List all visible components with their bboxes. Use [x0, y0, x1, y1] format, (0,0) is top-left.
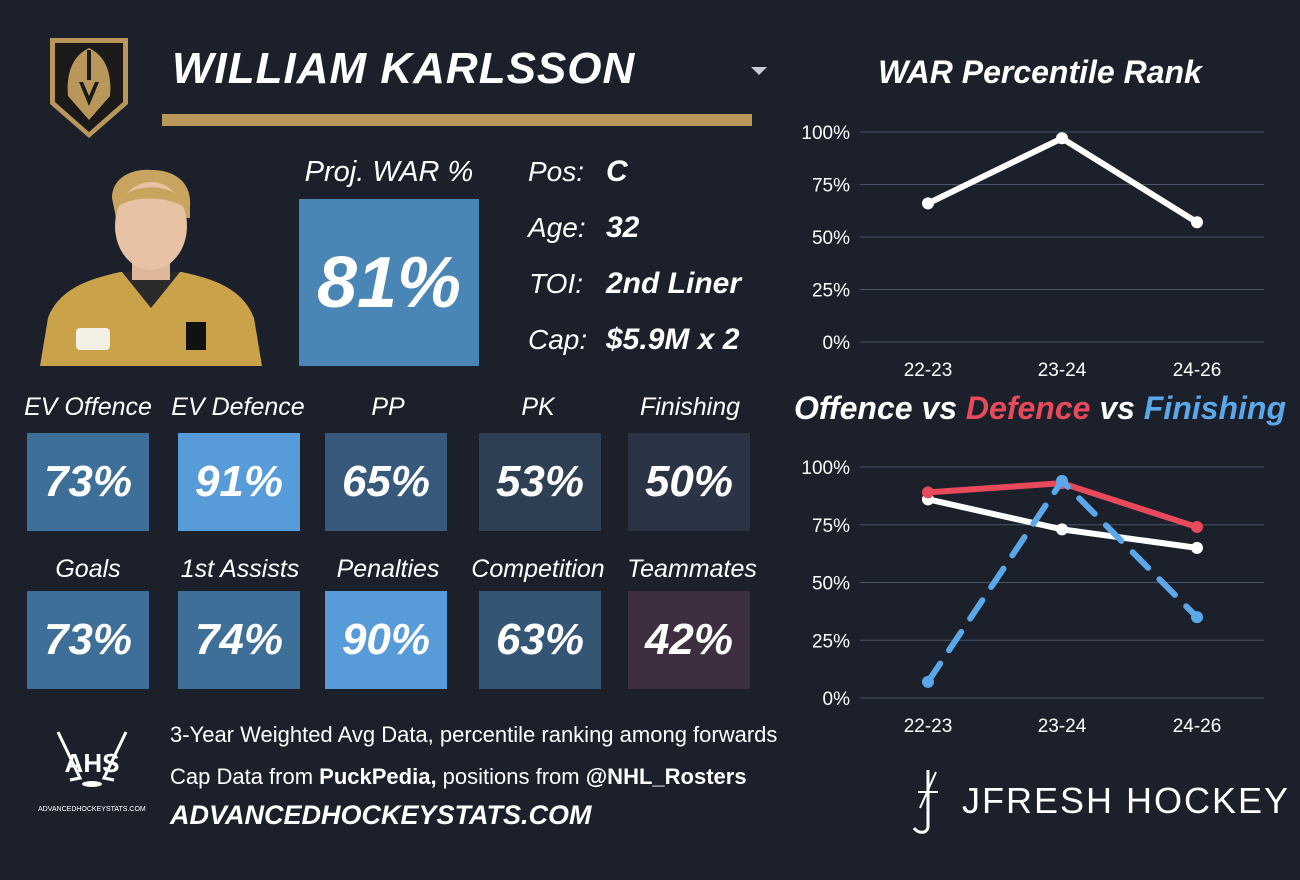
- chart2-defence-point: [1191, 521, 1203, 534]
- chart2-xtick-label: 24-26: [1173, 716, 1222, 737]
- chart2-ytick-label: 25%: [812, 631, 850, 652]
- toi-value: 2nd Liner: [606, 267, 742, 300]
- chart1-series-point: [922, 197, 934, 210]
- stat-box-penalties: 90%: [325, 591, 447, 689]
- chart2-ytick-label: 50%: [812, 574, 850, 595]
- stat-label-finishing: Finishing: [639, 393, 741, 421]
- chart1-ytick-label: 50%: [812, 228, 850, 249]
- ahs-logo-subtext: ADVANCEDHOCKEYSTATS.COM: [38, 806, 146, 813]
- stat-box-finishing: 50%: [628, 433, 750, 531]
- website-link[interactable]: ADVANCEDHOCKEYSTATS.COM: [170, 800, 592, 830]
- stat-box-teammates: 42%: [628, 591, 750, 689]
- chart2-finishing-point: [1191, 611, 1203, 624]
- stat-box-ev-offence: 73%: [27, 433, 149, 531]
- stat-label-goals: Goals: [55, 555, 121, 583]
- hockey-sticks-icon: AHS: [56, 731, 128, 787]
- stat-box-ev-defence: 91%: [178, 433, 300, 531]
- stat-box-pp: 65%: [325, 433, 447, 531]
- chart2-title-offence: Offence: [793, 390, 913, 426]
- stat-label-teammates: Teammates: [627, 555, 757, 583]
- player-photo: [40, 169, 262, 366]
- jfresh-logo-icon: [912, 770, 938, 834]
- chart2-title: Offence vs Defence vs Finishing: [780, 390, 1300, 427]
- brand-name: JFRESH HOCKEY: [962, 780, 1291, 821]
- war-percentile-chart: 0% 25% 50% 75% 100% 22-23 23-24 24-26: [801, 123, 1264, 381]
- chart2-xtick-label: 22-23: [904, 716, 953, 737]
- age-value: 32: [606, 211, 640, 244]
- chart2-title-vs1: vs: [912, 390, 966, 426]
- golden-knights-helmet-icon: [50, 38, 128, 138]
- stat-box-pk: 53%: [479, 433, 601, 531]
- position-value: C: [606, 155, 628, 188]
- ahs-logo-text: AHS: [65, 748, 120, 778]
- chart1-xtick-label: 23-24: [1038, 360, 1087, 381]
- position-label: Pos:: [528, 156, 585, 187]
- chart2-title-finishing: Finishing: [1143, 390, 1286, 426]
- chart1-ytick-label: 0%: [823, 333, 851, 354]
- chart1-series-line: [925, 135, 1200, 226]
- chart1-xtick-label: 24-26: [1173, 360, 1222, 381]
- chart2-offence-point: [1056, 523, 1068, 536]
- player-name: WILLIAM KARLSSON: [172, 44, 636, 93]
- chart2-finishing-point: [922, 675, 934, 688]
- chart2-title-vs2: vs: [1090, 390, 1144, 426]
- source-note: Cap Data from PuckPedia, positions from …: [170, 764, 747, 789]
- stat-label-competition: Competition: [471, 555, 605, 583]
- stat-label-ev-offence: EV Offence: [24, 393, 152, 421]
- proj-war-label: Proj. WAR %: [304, 156, 474, 188]
- chart1-ytick-label: 100%: [801, 123, 850, 144]
- chart1-xtick-label: 22-23: [904, 360, 953, 381]
- stat-box-competition: 63%: [479, 591, 601, 689]
- chart2-ytick-label: 100%: [801, 458, 850, 479]
- stat-label-pp: PP: [371, 393, 405, 421]
- chart2-xtick-label: 23-24: [1038, 716, 1087, 737]
- cap-label: Cap:: [528, 324, 588, 355]
- data-note: 3-Year Weighted Avg Data, percentile ran…: [170, 722, 778, 747]
- cap-value: $5.9M x 2: [606, 323, 740, 356]
- chart2-offence-point: [1191, 541, 1203, 554]
- stat-label-1st-assists: 1st Assists: [180, 555, 300, 583]
- stat-label-pk: PK: [521, 393, 555, 421]
- chart2-defence-point: [922, 486, 934, 499]
- age-label: Age:: [528, 212, 586, 243]
- caret-down-icon[interactable]: [750, 66, 768, 76]
- offence-defence-finishing-chart: 0% 25% 50% 75% 100% 22-23 23-24 24-26: [801, 458, 1264, 737]
- chart2-title-defence: Defence: [965, 390, 1091, 426]
- stat-box-1st-assists: 74%: [178, 591, 300, 689]
- stat-label-penalties: Penalties: [336, 555, 440, 583]
- proj-war-value: 81%: [299, 199, 479, 366]
- chart2-defence-line: [925, 480, 1200, 531]
- chart2-finishing-point: [1056, 474, 1068, 487]
- chart1-title: WAR Percentile Rank: [878, 54, 1202, 90]
- stat-box-goals: 73%: [27, 591, 149, 689]
- chart2-ytick-label: 75%: [812, 516, 850, 537]
- toi-label: TOI:: [529, 268, 583, 299]
- chart1-ytick-label: 25%: [812, 281, 850, 302]
- chart1-series-point: [1056, 132, 1068, 145]
- name-underline: [162, 114, 752, 126]
- chart1-series-point: [1191, 216, 1203, 229]
- chart2-ytick-label: 0%: [823, 689, 851, 710]
- stat-label-ev-defence: EV Defence: [171, 393, 305, 421]
- chart1-ytick-label: 75%: [812, 176, 850, 197]
